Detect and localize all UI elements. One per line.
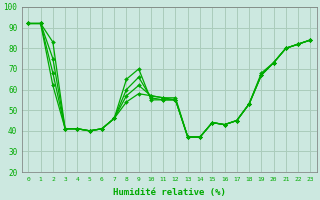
X-axis label: Humidité relative (%): Humidité relative (%): [113, 188, 226, 197]
